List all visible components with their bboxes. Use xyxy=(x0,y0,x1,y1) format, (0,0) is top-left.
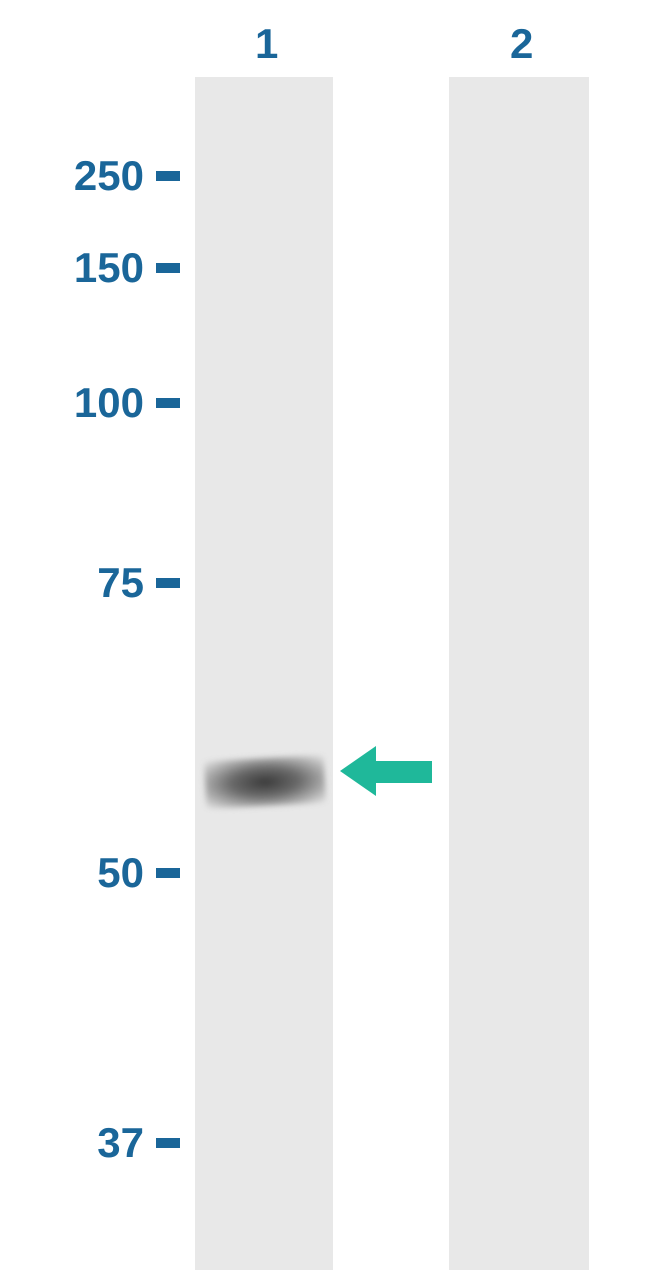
marker-100-value: 100 xyxy=(74,379,144,427)
arrow-head-icon xyxy=(340,746,376,796)
marker-150: 150 xyxy=(0,244,180,292)
marker-150-value: 150 xyxy=(74,244,144,292)
marker-tick xyxy=(156,868,180,878)
marker-50-value: 50 xyxy=(97,849,144,897)
lane-2-label: 2 xyxy=(510,20,533,68)
marker-tick xyxy=(156,263,180,273)
marker-250: 250 xyxy=(0,152,180,200)
lane-1 xyxy=(195,77,333,1270)
marker-37-value: 37 xyxy=(97,1119,144,1167)
marker-50: 50 xyxy=(0,849,180,897)
lane-1-label: 1 xyxy=(255,20,278,68)
arrow-tail xyxy=(376,761,432,783)
marker-250-value: 250 xyxy=(74,152,144,200)
marker-37: 37 xyxy=(0,1119,180,1167)
marker-75-value: 75 xyxy=(97,559,144,607)
western-blot-chart: 1 2 250 150 100 75 50 37 xyxy=(0,0,650,1270)
marker-tick xyxy=(156,171,180,181)
protein-band xyxy=(204,755,326,809)
marker-75: 75 xyxy=(0,559,180,607)
marker-tick xyxy=(156,578,180,588)
marker-100: 100 xyxy=(0,379,180,427)
marker-tick xyxy=(156,398,180,408)
marker-tick xyxy=(156,1138,180,1148)
lane-2 xyxy=(449,77,589,1270)
